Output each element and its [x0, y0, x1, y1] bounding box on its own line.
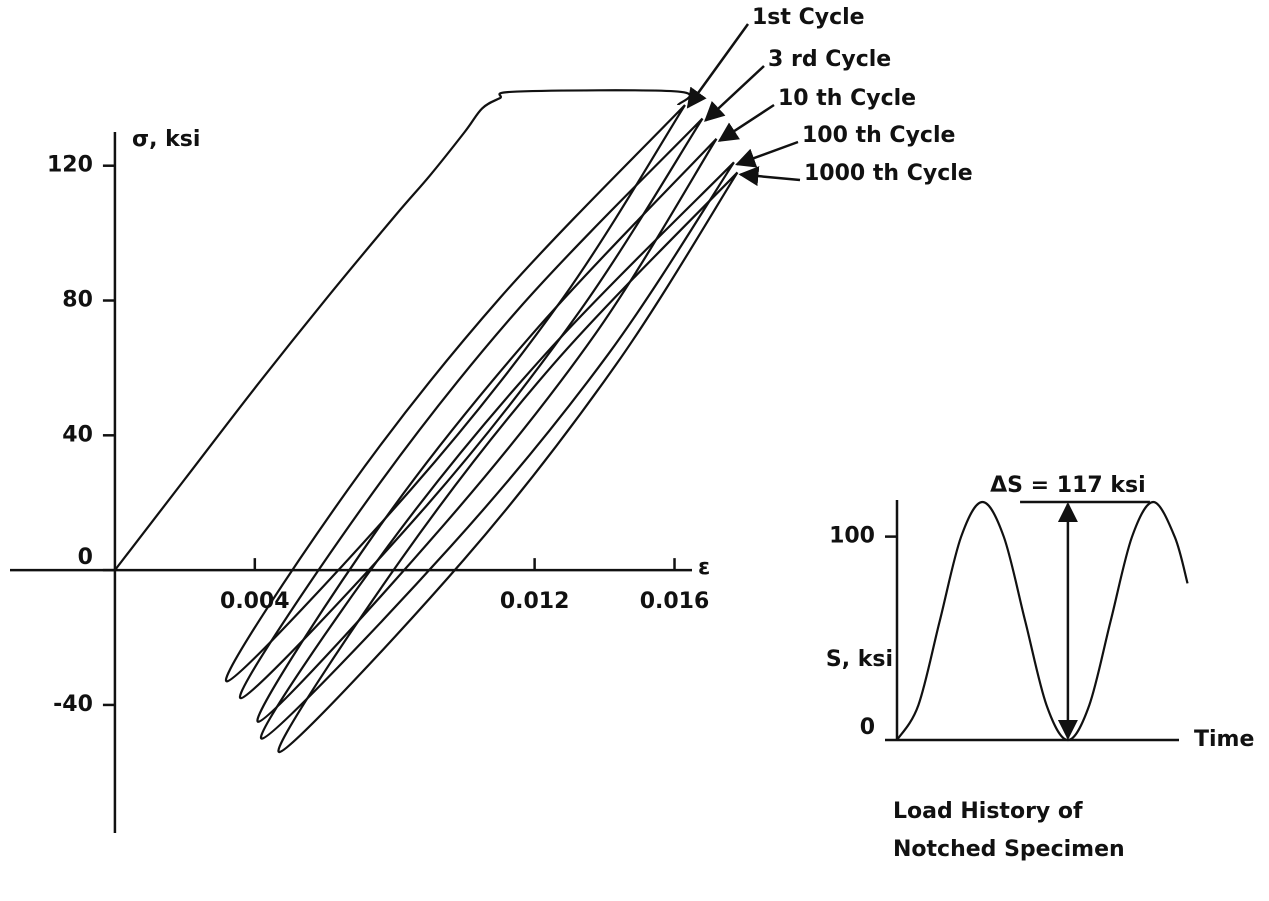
y-tick-label: 0	[78, 545, 93, 570]
hysteresis-curve	[238, 117, 704, 700]
y-tick-label: 0	[860, 715, 875, 740]
cycle-label: 3 rd Cycle	[768, 47, 891, 72]
label-arrow	[738, 166, 801, 187]
x-tick-label: 0.012	[500, 589, 570, 614]
y-tick-label: 100	[829, 524, 875, 549]
hysteresis-curve	[259, 161, 735, 740]
label-arrow	[686, 23, 750, 109]
y-axis-label: σ, ksi	[132, 127, 200, 152]
y-tick-label: 80	[62, 288, 93, 313]
caption: Load History of	[893, 799, 1083, 824]
hysteresis-curve	[277, 171, 739, 754]
y-tick-label: 40	[62, 422, 93, 447]
load-curve	[896, 500, 1189, 742]
hysteresis-curve	[114, 89, 691, 571]
label-arrow	[704, 65, 765, 122]
cycle-label: 1st Cycle	[752, 5, 865, 30]
x-axis-label: Time	[1194, 727, 1254, 752]
label-arrow	[735, 140, 799, 168]
caption: Notched Specimen	[893, 837, 1125, 862]
label-arrow	[717, 103, 775, 142]
x-tick-label: 0.016	[640, 589, 710, 614]
delta-label: ΔS = 117 ksi	[990, 473, 1145, 498]
cycle-label: 100 th Cycle	[802, 123, 955, 148]
cycle-label: 10 th Cycle	[778, 86, 916, 111]
hysteresis-curve	[256, 137, 718, 723]
hysteresis-curve	[224, 104, 686, 683]
x-tick-label: 0.004	[220, 589, 290, 614]
cycle-label: 1000 th Cycle	[804, 161, 973, 186]
y-axis-label: S, ksi	[826, 647, 893, 672]
x-axis-label: ε	[698, 555, 710, 580]
y-tick-label: 120	[47, 153, 93, 178]
y-tick-label: -40	[53, 692, 93, 717]
